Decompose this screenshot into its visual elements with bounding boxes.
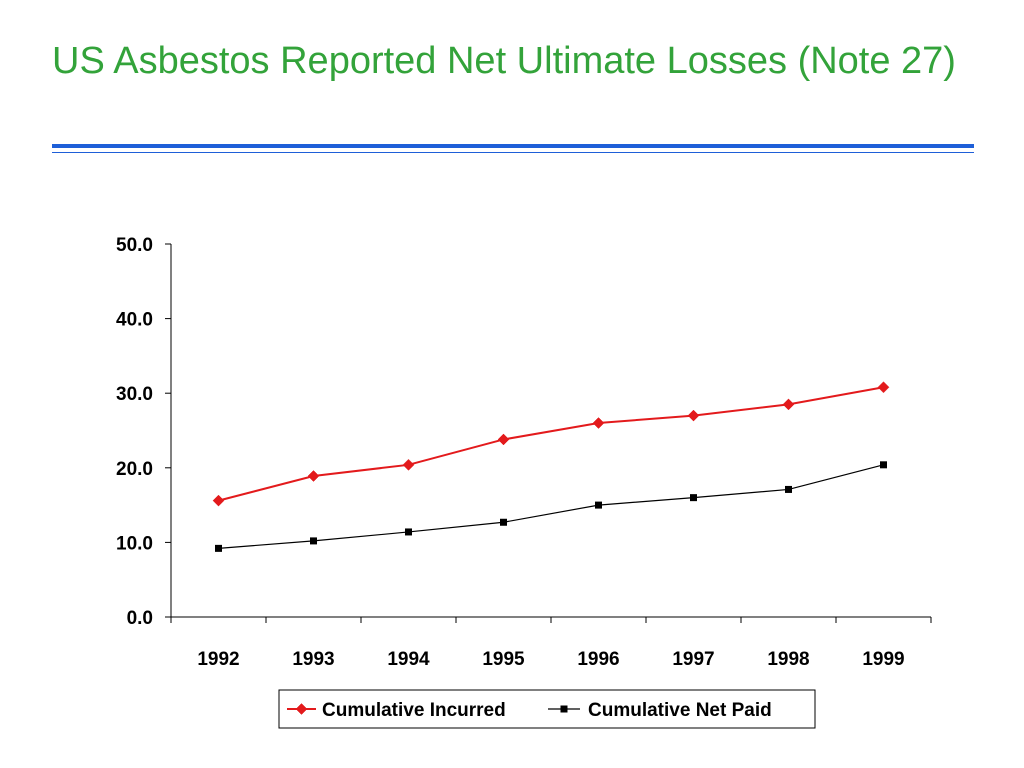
y-tick-label: 40.0 xyxy=(116,310,153,331)
y-tick-label: 30.0 xyxy=(116,384,153,405)
data-point-cumulative-incurred xyxy=(782,398,795,411)
y-tick-label: 50.0 xyxy=(116,235,153,256)
legend-marker-cumulative-incurred xyxy=(295,703,308,715)
data-point-cumulative-net-paid xyxy=(310,537,317,545)
y-tick-label: 0.0 xyxy=(127,608,153,629)
slide-title: US Asbestos Reported Net Ultimate Losses… xyxy=(52,40,956,82)
x-tick-label: 1992 xyxy=(197,649,239,670)
data-point-cumulative-incurred xyxy=(877,381,890,394)
data-point-cumulative-incurred xyxy=(307,470,320,482)
x-tick-label: 1994 xyxy=(387,649,430,670)
title-rule-thick xyxy=(52,144,974,148)
x-tick-label: 1999 xyxy=(862,649,904,670)
data-point-cumulative-net-paid xyxy=(880,461,887,469)
legend-marker-cumulative-net-paid xyxy=(560,705,568,713)
data-point-cumulative-incurred xyxy=(497,433,510,446)
series-line-cumulative-incurred xyxy=(218,386,884,502)
data-point-cumulative-incurred xyxy=(212,494,225,507)
data-point-cumulative-net-paid xyxy=(500,518,507,526)
data-point-cumulative-incurred xyxy=(687,409,700,422)
x-tick-label: 1993 xyxy=(292,649,334,670)
data-point-cumulative-net-paid xyxy=(405,528,412,536)
y-tick-label: 10.0 xyxy=(116,533,153,554)
legend-label-cumulative-net-paid: Cumulative Net Paid xyxy=(588,700,772,721)
x-tick-label: 1998 xyxy=(767,649,809,670)
series-line-cumulative-net-paid xyxy=(218,464,884,549)
data-point-cumulative-net-paid xyxy=(595,501,602,509)
x-tick-label: 1995 xyxy=(482,649,525,670)
legend-box xyxy=(278,689,816,729)
x-tick-label: 1997 xyxy=(672,649,714,670)
data-point-cumulative-net-paid xyxy=(690,494,697,502)
legend-label-cumulative-incurred: Cumulative Incurred xyxy=(322,700,506,721)
data-point-cumulative-incurred xyxy=(592,417,605,429)
x-tick-label: 1996 xyxy=(577,649,619,670)
data-point-cumulative-net-paid xyxy=(215,544,222,552)
data-point-cumulative-incurred xyxy=(402,458,415,471)
data-point-cumulative-net-paid xyxy=(785,485,792,493)
y-tick-label: 20.0 xyxy=(116,459,153,480)
title-rule-thin xyxy=(52,152,974,153)
